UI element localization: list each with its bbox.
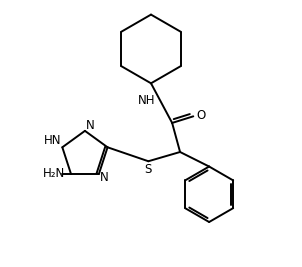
- Text: O: O: [196, 109, 205, 122]
- Text: N: N: [86, 119, 95, 132]
- Text: S: S: [144, 163, 152, 176]
- Text: H₂N: H₂N: [43, 167, 66, 180]
- Text: HN: HN: [43, 134, 61, 147]
- Text: N: N: [100, 171, 109, 184]
- Text: NH: NH: [138, 94, 156, 107]
